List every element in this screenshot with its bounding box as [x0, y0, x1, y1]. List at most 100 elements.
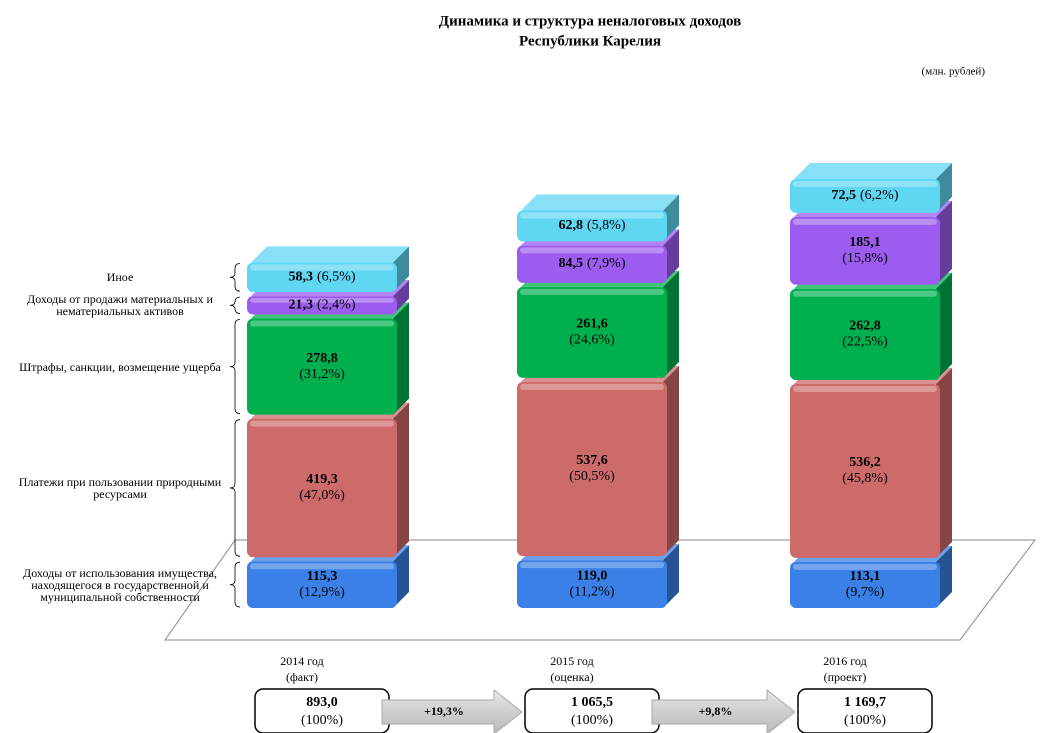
x-tick-note: (проект) [824, 670, 867, 684]
growth-label: +19,3% [424, 704, 464, 718]
legend-label: Доходы от использования имущества, наход… [23, 565, 217, 604]
value-label: 62,8 [559, 218, 584, 233]
value-label: 419,3 [306, 472, 338, 487]
value-label: 21,3 (2,4%) [289, 298, 356, 313]
x-tick-note: (оценка) [550, 670, 593, 684]
x-tick-label: 2015 год [550, 654, 593, 668]
total-share: (100%) [301, 713, 343, 728]
value-label: 84,5 [559, 256, 584, 271]
bar-highlight [793, 563, 937, 570]
share-label: (15,8%) [842, 251, 888, 266]
bar-top-shade [521, 194, 679, 211]
bar-highlight [520, 247, 664, 254]
legend-label: Платежи при пользовании природными ресур… [18, 474, 222, 501]
bar [517, 286, 667, 378]
bar-top [794, 163, 952, 179]
bar-highlight [520, 212, 664, 219]
share-label: (22,5%) [842, 335, 888, 350]
value-label: 72,5 (6,2%) [832, 188, 899, 203]
value-label: 72,5 [832, 188, 857, 203]
share-label: (12,9%) [299, 585, 345, 600]
bar [790, 288, 940, 381]
bar [790, 216, 940, 285]
total-label: 1 065,5 [571, 695, 613, 710]
value-label: 261,6 [576, 317, 608, 332]
bar-segment [247, 246, 409, 293]
legend-label: Иное [106, 270, 134, 285]
legend-brace [229, 296, 241, 314]
bar [517, 245, 667, 283]
bar [247, 262, 397, 293]
bar [790, 179, 940, 213]
floor [164, 539, 1036, 641]
chart-title: Динамика и структура неналоговых доходов [439, 13, 741, 29]
bar-highlight [250, 320, 394, 327]
value-label: 119,0 [577, 568, 608, 583]
share-label: (50,5%) [569, 469, 615, 484]
share-label: (2,4%) [317, 298, 356, 313]
bar-top-shade [251, 246, 409, 263]
bar-segment [517, 194, 679, 242]
value-label: 58,3 [289, 270, 314, 285]
bar-highlight [520, 288, 664, 295]
share-label: (6,2%) [860, 188, 899, 203]
bar [247, 561, 397, 608]
total-label: 893,0 [306, 695, 338, 710]
value-label: 84,5 (7,9%) [559, 256, 626, 271]
bar-highlight [250, 563, 394, 570]
x-tick-note: (факт) [286, 670, 318, 684]
share-label: (6,5%) [317, 270, 356, 285]
bar-top [521, 194, 679, 211]
value-label: 21,3 [289, 298, 314, 313]
total-box [797, 688, 933, 733]
bar [517, 210, 667, 242]
share-label: (45,8%) [842, 471, 888, 486]
unit-label: (млн. рублей) [922, 66, 986, 78]
bar-highlight [793, 181, 937, 187]
share-label: (7,9%) [587, 256, 626, 271]
growth-arrow [381, 688, 523, 733]
growth-label: +9,8% [699, 704, 733, 718]
value-label: 58,3 (6,5%) [289, 270, 356, 285]
share-label: (11,2%) [570, 584, 615, 599]
bar [247, 296, 397, 315]
bar-highlight [250, 264, 394, 271]
bar-highlight [793, 386, 937, 393]
legend-label: Доходы от продажи материальных и нематер… [27, 292, 213, 319]
bar-highlight [520, 562, 664, 569]
x-tick-label: 2014 год [280, 654, 323, 668]
legend-label: Штрафы, санкции, возмещение ущерба [19, 359, 221, 374]
legend-brace [229, 319, 241, 415]
share-label: (9,7%) [846, 585, 885, 600]
bar-highlight [793, 218, 937, 225]
value-label: 278,8 [306, 351, 338, 366]
chart-title: Республики Карелия [519, 33, 661, 49]
bar-segment [790, 163, 952, 213]
legend-brace [229, 419, 241, 557]
bar [790, 384, 940, 558]
total-share: (100%) [571, 713, 613, 728]
share-label: (47,0%) [299, 488, 345, 503]
bar-top [251, 246, 409, 263]
bar-highlight [520, 383, 664, 390]
share-label: (24,6%) [569, 333, 615, 348]
share-label: (5,8%) [587, 218, 626, 233]
value-label: 537,6 [576, 453, 608, 468]
bar [790, 561, 940, 608]
bar [517, 560, 667, 608]
value-label: 115,3 [307, 569, 338, 584]
value-label: 536,2 [849, 455, 881, 470]
legend-brace [229, 561, 241, 608]
bar-highlight [250, 420, 394, 427]
value-label: 185,1 [849, 235, 881, 250]
x-tick-label: 2016 год [823, 654, 866, 668]
bar [247, 318, 397, 415]
bar [247, 418, 397, 558]
value-label: 262,8 [849, 319, 881, 334]
bar-highlight [250, 298, 394, 303]
legend-brace [229, 263, 241, 292]
bar [517, 381, 667, 557]
bar-highlight [793, 290, 937, 297]
